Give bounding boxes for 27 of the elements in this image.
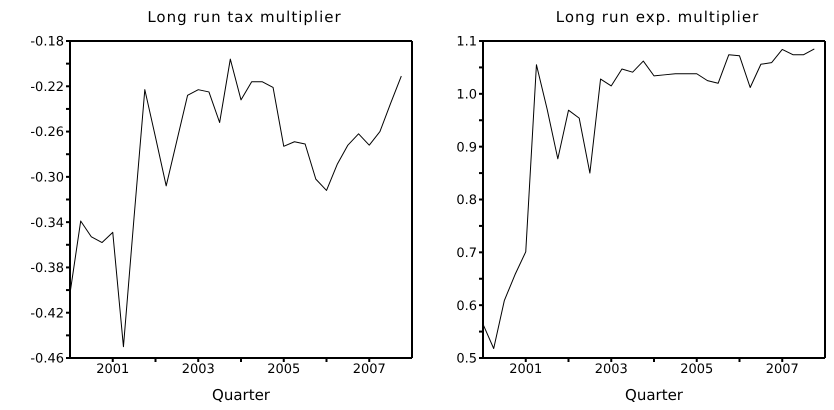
y-tick-label: 1.1 [456, 34, 477, 50]
y-tick-label: -0.30 [30, 170, 64, 186]
y-tick-label: 0.8 [456, 193, 477, 208]
y-tick-label: -0.34 [30, 216, 64, 231]
x-axis-title: Quarter [212, 386, 271, 404]
x-tick-label: 2003 [182, 362, 215, 378]
y-tick-label: -0.18 [30, 34, 64, 50]
y-tick-label: -0.42 [30, 306, 64, 322]
x-tick-label: 2003 [594, 362, 628, 378]
y-tick-label: 0.6 [456, 298, 477, 314]
x-tick-label: 2001 [509, 362, 542, 378]
y-tick-label: -0.26 [30, 125, 64, 140]
y-tick-label: 0.7 [456, 246, 477, 261]
chart-title: Long run tax multiplier [146, 8, 343, 28]
y-tick-label: -0.22 [30, 80, 64, 95]
x-tick-label: 2005 [267, 362, 300, 378]
chart-title: Long run exp. multiplier [554, 8, 760, 28]
y-tick-label: -0.38 [30, 261, 64, 276]
x-tick-label: 2001 [96, 362, 130, 378]
x-tick-label: 2007 [352, 362, 386, 378]
x-axis-title: Quarter [625, 386, 684, 404]
y-tick-label: -0.46 [30, 352, 64, 367]
x-tick-label: 2005 [680, 362, 714, 378]
y-tick-label: 0.5 [456, 352, 477, 367]
x-tick-label: 2007 [766, 362, 799, 378]
y-tick-label: 1.0 [456, 87, 477, 102]
y-tick-label: 0.9 [456, 140, 477, 156]
